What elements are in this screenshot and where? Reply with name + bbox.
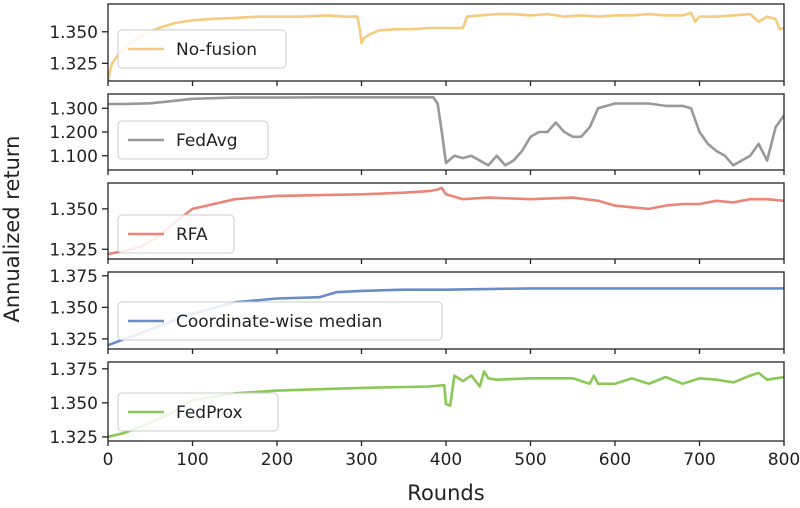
y-tick-label: 1.350 (49, 394, 98, 414)
series-line-3 (108, 186, 784, 256)
panel-4: 1.325 1.350 1.375 Coordinate-wise median (49, 267, 785, 354)
y-tick-label: 1.325 (49, 54, 98, 74)
legend-box (117, 120, 269, 160)
y-tick-label: 1.350 (49, 298, 98, 318)
x-tick-label: 600 (599, 450, 631, 470)
legend-1: No-fusion (117, 29, 287, 69)
legend-2: FedAvg (117, 120, 269, 160)
legend-3: RFA (117, 214, 235, 254)
y-tick-label: 1.200 (49, 123, 98, 143)
legend-4: Coordinate-wise median (117, 301, 443, 341)
panel-2: 1.100 1.200 1.300 FedAvg (49, 93, 785, 175)
x-tick-label: 800 (768, 450, 800, 470)
y-tick-label: 1.350 (49, 23, 98, 43)
legend-box (117, 29, 287, 69)
legend-5: FedProx (117, 392, 279, 432)
series-line-1 (108, 11, 784, 81)
y-tick-label: 1.300 (49, 99, 98, 119)
legend-label: RFA (176, 225, 208, 245)
legend-box (117, 214, 235, 254)
legend-label: FedAvg (176, 131, 238, 151)
x-tick-label: 200 (261, 450, 293, 470)
x-axis-label: Rounds (407, 481, 484, 504)
y-axis-label: Annualized return (0, 136, 24, 323)
y-tick-label: 1.375 (49, 267, 98, 287)
x-tick-label: 500 (514, 450, 546, 470)
y-tick-label: 1.350 (49, 200, 98, 220)
y-tick-label: 1.325 (49, 428, 98, 448)
panel-5: 1.325 1.350 1.375 FedProx (49, 360, 785, 448)
x-tick-label: 700 (683, 450, 715, 470)
y-tick-label: 1.325 (49, 330, 98, 350)
x-tick-label: 0 (103, 450, 114, 470)
legend-label: Coordinate-wise median (176, 312, 382, 332)
x-tick-label: 300 (345, 450, 377, 470)
y-tick-label: 1.375 (49, 360, 98, 380)
legend-box (117, 301, 443, 341)
x-tick-label: 400 (430, 450, 462, 470)
legend-label: No-fusion (176, 40, 257, 60)
series-line-2 (108, 96, 784, 167)
legend-label: FedProx (176, 403, 243, 423)
y-tick-label: 1.100 (49, 147, 98, 167)
y-tick-label: 1.325 (49, 240, 98, 260)
legend-box (117, 392, 279, 432)
panel-3: 1.325 1.350 RFA (49, 182, 785, 264)
x-tick-label: 100 (176, 450, 208, 470)
panel-1: 1.325 1.350 No-fusion (49, 3, 785, 86)
